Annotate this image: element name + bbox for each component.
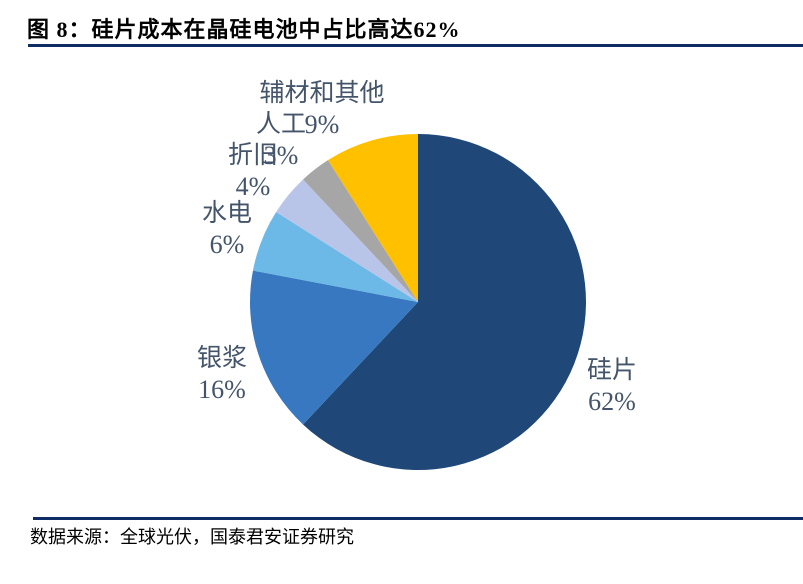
title-divider-rule: [28, 44, 803, 47]
data-source-text: 数据来源：全球光伏，国泰君安证券研究: [30, 527, 354, 547]
pie-slice-utilities: [252, 211, 418, 302]
pie-slice-auxiliary-materials: [327, 134, 418, 302]
pie-slice-depreciation: [276, 179, 418, 302]
pie-slice-silicon-wafer: [303, 134, 587, 470]
pie-slice-silver-paste: [250, 270, 418, 425]
pie-slice-labor: [303, 160, 418, 302]
figure-title: 图 8：硅片成本在晶硅电池中占比高达62%: [27, 17, 461, 42]
source-divider-rule: [33, 517, 803, 520]
